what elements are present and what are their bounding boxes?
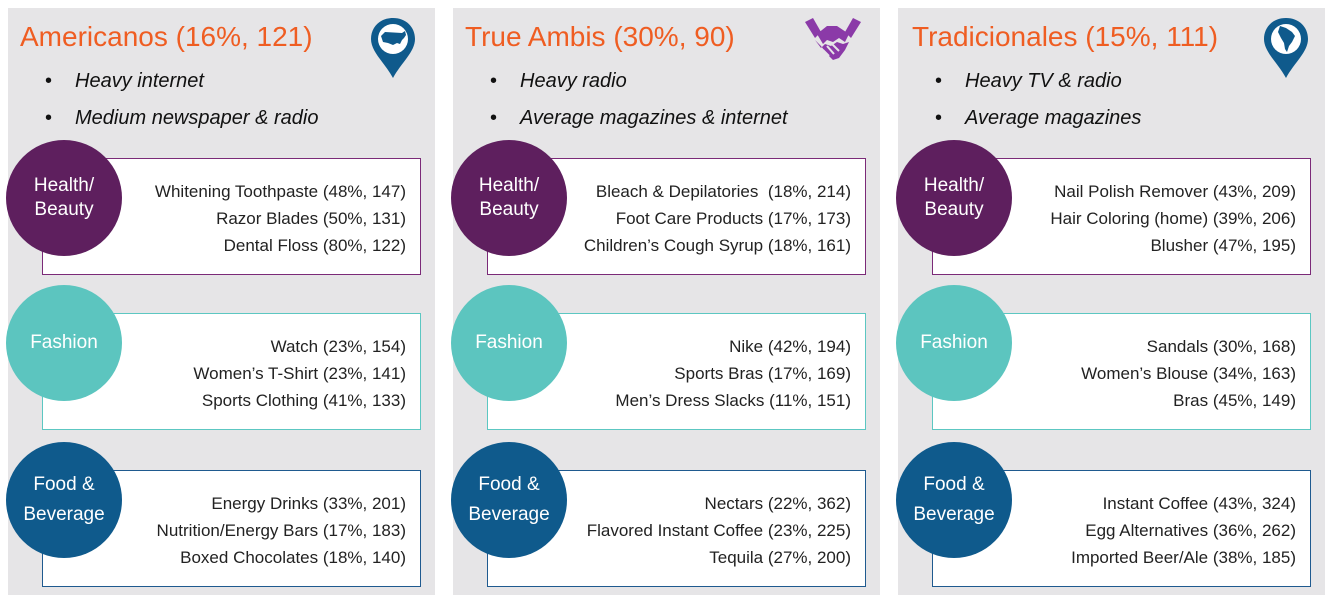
product-item: Egg Alternatives (36%, 262) [1085,521,1296,540]
segment-title: Tradicionales (15%, 111) [912,21,1219,52]
segment-title: Americanos (16%, 121) [20,21,313,52]
product-item: Men’s Dress Slacks (11%, 151) [615,391,851,410]
latin-america-map-pin-icon [1264,18,1308,78]
product-item: Foot Care Products (17%, 173) [615,209,851,228]
us-map-pin-icon [371,18,415,78]
product-item: Women’s T-Shirt (23%, 141) [193,364,406,383]
fashion-items: Nike (42%, 194) Sports Bras (17%, 169) M… [615,333,851,414]
fashion-badge: Fashion [6,285,122,401]
fashion-badge: Fashion [896,285,1012,401]
product-item: Nutrition/Energy Bars (17%, 183) [156,521,406,540]
product-item: Women’s Blouse (34%, 163) [1081,364,1296,383]
product-item: Imported Beer/Ale (38%, 185) [1071,548,1296,567]
media-habit-item: • Medium newspaper & radio [45,107,319,129]
product-item: Instant Coffee (43%, 324) [1102,494,1296,513]
food-beverage-badge: Food & Beverage [896,442,1012,558]
media-habit-item: • Heavy internet [45,70,204,92]
media-habit-item: • Average magazines [935,107,1142,129]
media-habits-list: • Heavy radio • Average magazines & intern… [453,70,788,144]
media-habit-item: • Average magazines & internet [490,107,788,129]
food-beverage-badge: Food & Beverage [451,442,567,558]
media-habits-list: • Heavy internet • Medium newspaper & radi… [8,70,318,144]
media-habit-item: • Heavy radio [490,70,627,92]
product-item: Hair Coloring (home) (39%, 206) [1050,209,1296,228]
product-item: Nectars (22%, 362) [704,494,851,513]
product-item: Nike (42%, 194) [729,337,851,356]
product-item: Tequila (27%, 200) [709,548,851,567]
health-beauty-badge: Health/ Beauty [6,140,122,256]
media-habit-item: • Heavy TV & radio [935,70,1122,92]
health-beauty-items: Nail Polish Remover (43%, 209) Hair Colo… [1050,178,1296,259]
product-item: Dental Floss (80%, 122) [223,236,406,255]
media-habits-list: • Heavy TV & radio • Average magazines [898,70,1141,144]
food-beverage-items: Nectars (22%, 362) Flavored Instant Coff… [587,490,851,571]
product-item: Bleach & Depilatories (18%, 214) [595,182,851,201]
product-item: Whitening Toothpaste (48%, 147) [154,182,406,201]
fashion-items: Watch (23%, 154) Women’s T-Shirt (23%, 1… [193,333,406,414]
segment-title: True Ambis (30%, 90) [465,21,735,52]
product-item: Nail Polish Remover (43%, 209) [1054,182,1296,201]
panel-true-ambis: True Ambis (30%, 90) • Heavy radio • Avera… [451,8,880,595]
product-item: Children’s Cough Syrup (18%, 161) [583,236,851,255]
product-item: Flavored Instant Coffee (23%, 225) [586,521,851,540]
food-beverage-badge: Food & Beverage [6,442,122,558]
handshake-icon [805,18,861,60]
health-beauty-badge: Health/ Beauty [451,140,567,256]
product-item: Blusher (47%, 195) [1150,236,1296,255]
panel-tradicionales: Tradicionales (15%, 111) • Heavy TV & rad… [896,8,1325,595]
product-item: Energy Drinks (33%, 201) [211,494,406,513]
food-beverage-items: Instant Coffee (43%, 324) Egg Alternativ… [1071,490,1296,571]
fashion-items: Sandals (30%, 168) Women’s Blouse (34%, … [1081,333,1296,414]
health-beauty-items: Bleach & Depilatories (18%, 214) Foot Ca… [584,178,851,259]
panel-americanos: Americanos (16%, 121) • Heavy internet • M… [6,8,435,595]
product-item: Boxed Chocolates (18%, 140) [180,548,406,567]
health-beauty-items: Whitening Toothpaste (48%, 147) Razor Bl… [155,178,406,259]
product-item: Razor Blades (50%, 131) [216,209,406,228]
product-item: Sports Clothing (41%, 133) [201,391,406,410]
product-item: Sports Bras (17%, 169) [674,364,851,383]
fashion-badge: Fashion [451,285,567,401]
health-beauty-badge: Health/ Beauty [896,140,1012,256]
product-item: Watch (23%, 154) [270,337,406,356]
product-item: Bras (45%, 149) [1173,391,1296,410]
product-item: Sandals (30%, 168) [1146,337,1296,356]
food-beverage-items: Energy Drinks (33%, 201) Nutrition/Energ… [157,490,406,571]
